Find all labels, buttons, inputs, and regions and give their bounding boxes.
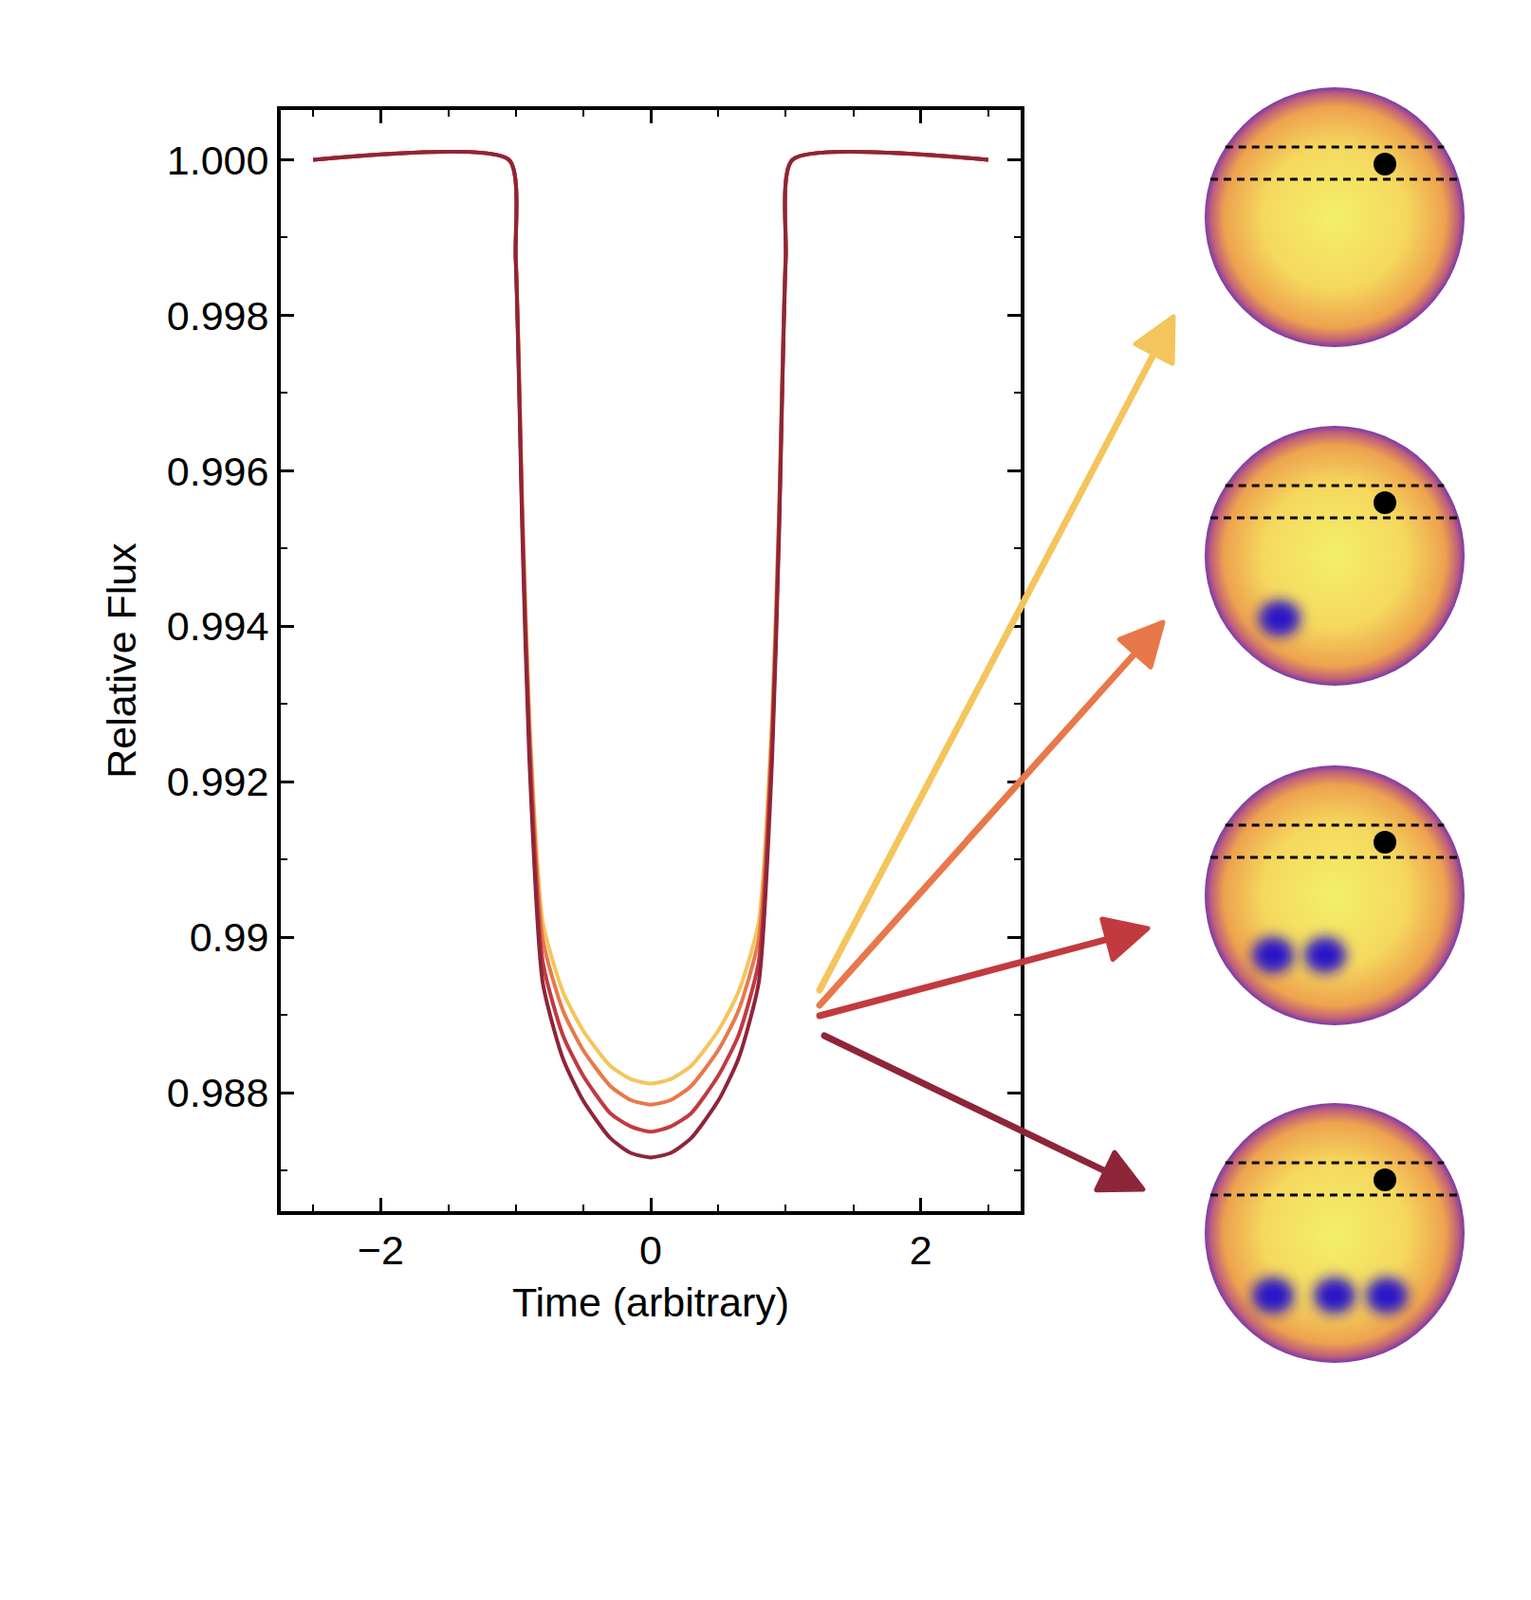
svg-text:Relative Flux: Relative Flux xyxy=(98,542,145,779)
svg-text:0.994: 0.994 xyxy=(166,603,270,649)
svg-text:−2: −2 xyxy=(357,1227,405,1273)
svg-text:0.996: 0.996 xyxy=(166,447,270,494)
svg-text:0: 0 xyxy=(639,1227,663,1273)
svg-text:Time (arbitrary): Time (arbitrary) xyxy=(512,1279,790,1326)
svg-text:0.99: 0.99 xyxy=(189,914,270,960)
svg-text:2: 2 xyxy=(909,1227,933,1273)
svg-text:1.000: 1.000 xyxy=(166,137,270,184)
svg-text:0.992: 0.992 xyxy=(166,758,270,805)
svg-text:0.988: 0.988 xyxy=(166,1069,270,1116)
svg-text:0.998: 0.998 xyxy=(166,293,270,339)
